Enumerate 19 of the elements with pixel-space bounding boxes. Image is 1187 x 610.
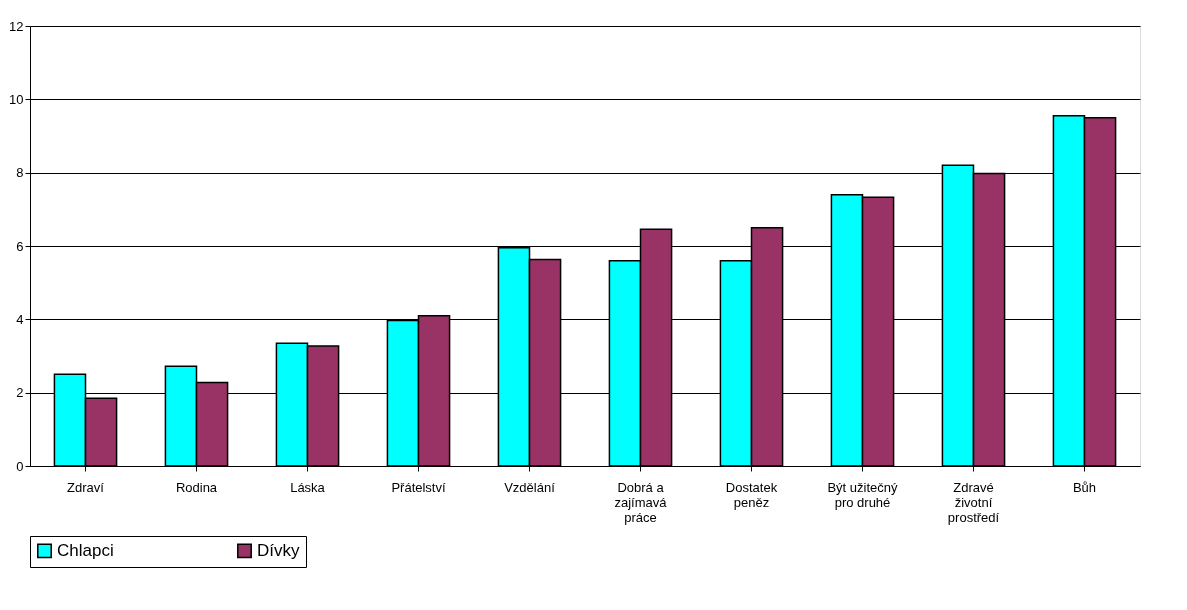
x-tick-label: Rodina	[175, 479, 218, 495]
x-tick-label: Zdravé životní prostředí	[947, 479, 1000, 525]
y-tick-label: 2	[16, 385, 24, 401]
y-tick-label: 10	[9, 91, 24, 107]
x-tick-label: Zdraví	[67, 479, 105, 495]
x-tick-label: Bůh	[1072, 479, 1097, 495]
y-tick-label: 6	[16, 238, 24, 254]
x-tick-label: Přátelství	[391, 479, 446, 495]
x-tick-label: Láska	[290, 479, 326, 495]
y-tick-label: 0	[16, 458, 24, 474]
y-tick-label: 4	[16, 311, 24, 327]
x-tick-label: Dostatek peněz	[725, 479, 778, 510]
legend-label: Dívky	[257, 540, 300, 560]
legend-label: Chlapci	[57, 540, 114, 560]
x-tick-label: Vzdělání	[504, 479, 556, 495]
x-tick-label: Být užitečný pro druhé	[827, 479, 899, 510]
x-tick-label: Dobrá a zajímavá práce	[614, 479, 668, 525]
y-tick-label: 12	[9, 18, 24, 34]
y-tick-label: 8	[16, 165, 24, 181]
